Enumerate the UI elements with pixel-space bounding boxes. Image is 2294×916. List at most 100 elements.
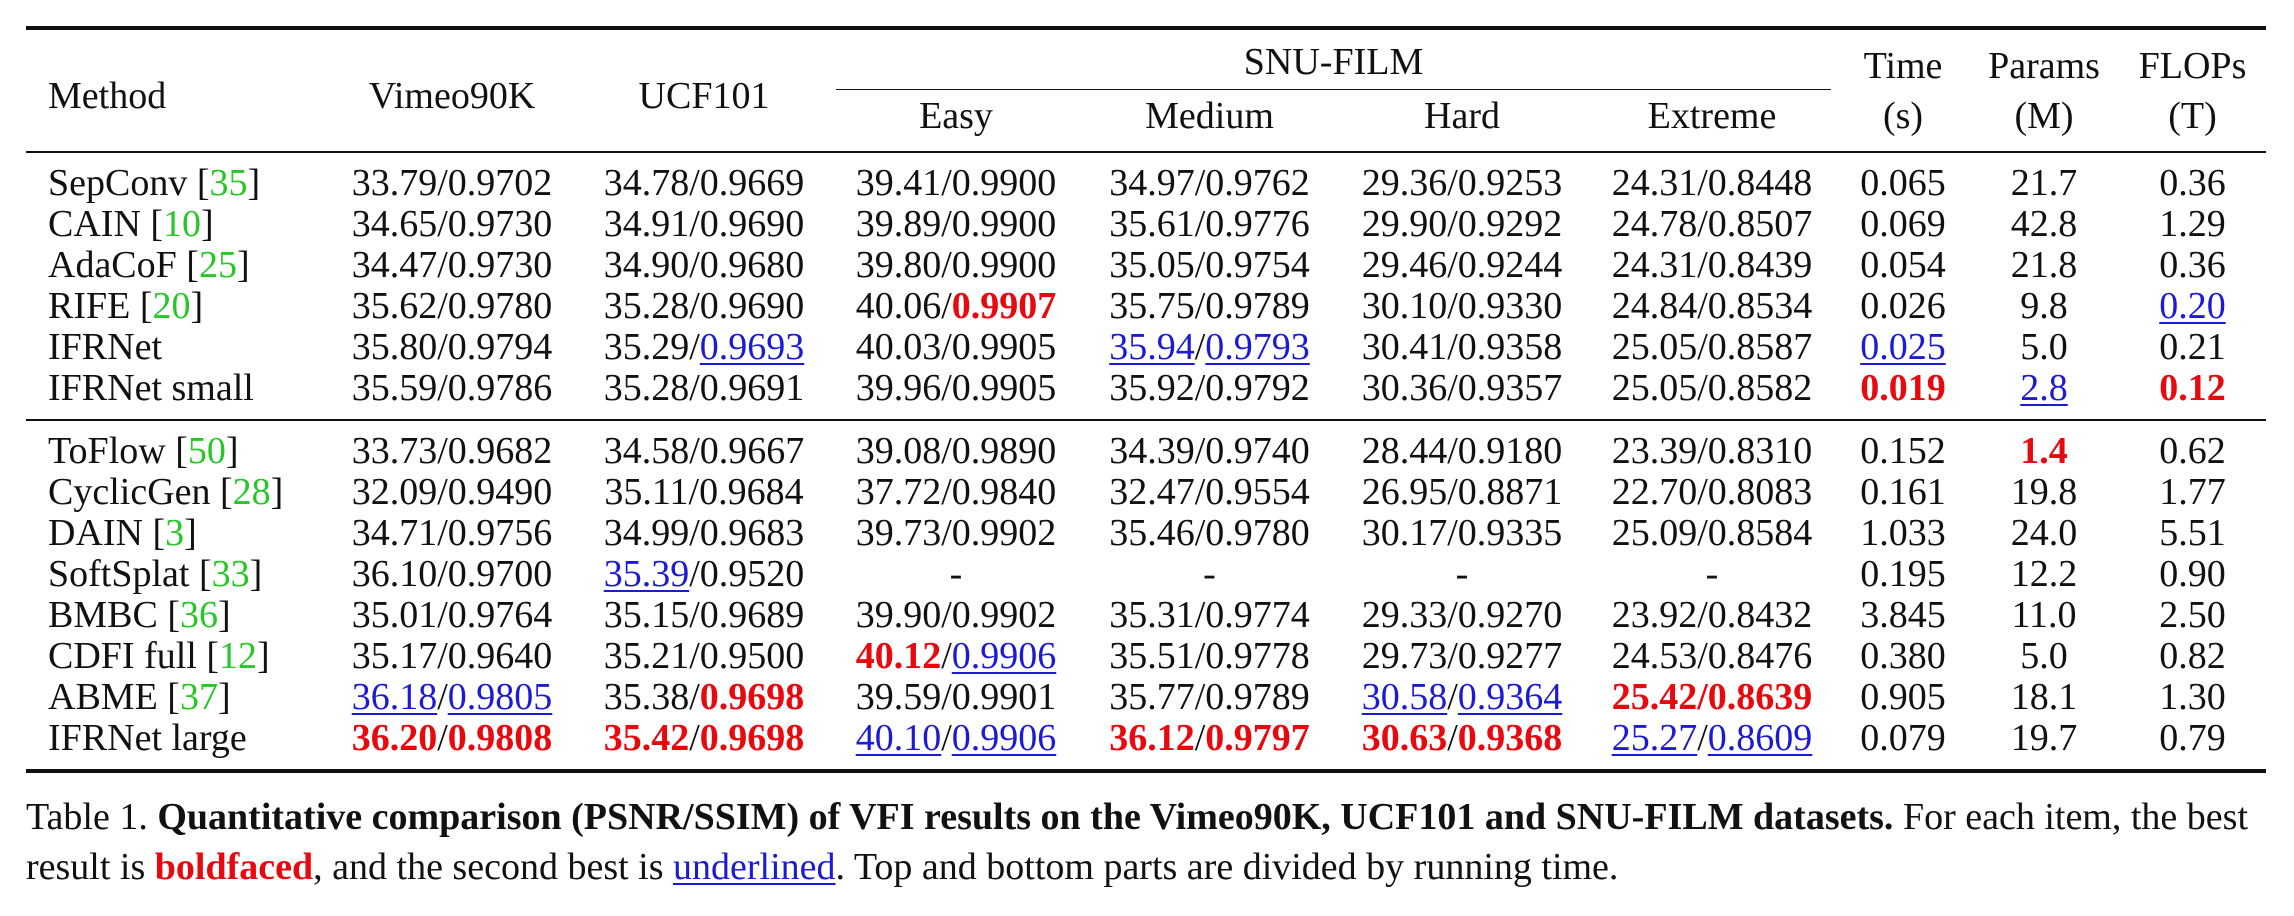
best-value: 1.4 (2020, 430, 2068, 472)
citation-link[interactable]: 10 (163, 203, 202, 245)
metric-cell: 35.59/0.9786 (351, 367, 553, 409)
table-row: ToFlow [50] 33.73/0.9682 34.58/0.9667 39… (26, 419, 2266, 472)
method-name: IFRNet large (48, 717, 247, 759)
metric-cell: 25.05/0.8582 (1611, 367, 1813, 409)
metric-cell: 0.21 (2159, 326, 2226, 368)
metric-cell: 21.8 (2010, 244, 2078, 286)
metric-cell: 39.59/0.9901 (855, 676, 1057, 718)
metric-cell: 40.10/0.9906 (830, 717, 1082, 773)
metric-cell: 12.2 (2010, 553, 2078, 595)
metric-part: 35.38/ (603, 676, 700, 718)
metric-cell: 30.58/0.9364 (1361, 676, 1563, 718)
table-row: SoftSplat [33] 36.10/0.9700 35.39/0.9520… (26, 554, 2266, 595)
citation-link[interactable]: 25 (198, 244, 237, 286)
metric-cell: 35.46/0.9780 (1109, 512, 1310, 554)
metric-cell: 1.4 (1969, 419, 2119, 472)
metric-cell: 24.53/0.8476 (1611, 635, 1813, 677)
metric-cell: 5.51 (2159, 512, 2226, 554)
metric-cell: 40.12/0.9906 (855, 635, 1057, 677)
method-cell: DAIN [3] (48, 512, 197, 554)
table-row: ABME [37] 36.18/0.9805 35.38/0.9698 39.5… (26, 677, 2266, 718)
metric-cell: 0.195 (1860, 553, 1946, 595)
metric-cell: 34.91/0.9690 (603, 203, 805, 245)
caption-boldfaced: boldfaced (154, 846, 314, 888)
second-value: 2.8 (2020, 367, 2068, 409)
citation-link[interactable]: 33 (211, 553, 250, 595)
metric-cell: 34.97/0.9762 (1109, 162, 1310, 204)
method-cell: CDFI full [12] (48, 635, 270, 677)
metric-cell: 34.65/0.9730 (351, 203, 553, 245)
metric-cell: 34.47/0.9730 (351, 244, 553, 286)
metric-cell: 2.50 (2159, 594, 2226, 636)
metric-cell: 35.77/0.9789 (1109, 676, 1310, 718)
metric-cell: 0.62 (2119, 419, 2266, 472)
results-table: Method Vimeo90K UCF101 SNU-FILM Time Par… (26, 26, 2266, 773)
metric-cell: 37.72/0.9840 (855, 471, 1057, 513)
metric-cell: 18.1 (2010, 676, 2078, 718)
best-value: 0.9907 (951, 285, 1057, 327)
second-value: 0.9906 (951, 717, 1057, 759)
metric-cell: 33.79/0.9702 (351, 162, 553, 204)
metric-cell: 1.77 (2159, 471, 2226, 513)
citation-link[interactable]: 28 (232, 471, 271, 513)
caption-underlined: underlined (673, 846, 836, 888)
metric-cell: 34.71/0.9756 (351, 512, 553, 554)
metric-cell: 11.0 (2011, 594, 2077, 636)
metric-cell: 21.7 (2010, 162, 2078, 204)
metric-cell: 34.90/0.9680 (603, 244, 805, 286)
best-value: 25.42 (1611, 676, 1698, 718)
metric-cell: 25.05/0.8587 (1611, 326, 1813, 368)
method-name: IFRNet (48, 326, 162, 368)
citation-link[interactable]: 3 (165, 512, 185, 554)
metric-cell: 0.90 (2159, 553, 2226, 595)
metric-cell: 34.78/0.9669 (603, 162, 805, 204)
citation-link[interactable]: 50 (187, 430, 226, 472)
citation-link[interactable]: 35 (209, 162, 248, 204)
header-extreme: Extreme (1587, 90, 1837, 153)
metric-cell: 39.80/0.9900 (855, 244, 1057, 286)
citation-link[interactable]: 36 (179, 594, 218, 636)
second-value: 40.10 (855, 717, 942, 759)
metric-cell: 39.89/0.9900 (855, 203, 1057, 245)
citation-link[interactable]: 12 (219, 635, 258, 677)
metric-cell: 0.152 (1837, 419, 1969, 472)
metric-cell: 32.09/0.9490 (351, 471, 553, 513)
metric-cell: 30.17/0.9335 (1361, 512, 1563, 554)
second-value: 0.025 (1860, 326, 1946, 368)
table-row: IFRNet large 36.20/0.9808 35.42/0.9698 4… (26, 717, 2266, 773)
metric-cell: 35.29/0.9693 (578, 327, 830, 368)
metric-cell: 30.36/0.9357 (1361, 367, 1563, 409)
method-cell: IFRNet (26, 327, 326, 368)
results-table-wrapper: Method Vimeo90K UCF101 SNU-FILM Time Par… (26, 26, 2266, 773)
best-value: 30.63 (1361, 717, 1448, 759)
metric-cell: 3.845 (1860, 594, 1946, 636)
metric-cell: 24.84/0.8534 (1611, 285, 1813, 327)
method-name: ABME (48, 676, 168, 718)
metric-cell: 0.36 (2159, 244, 2226, 286)
metric-cell: 35.38/0.9698 (578, 677, 830, 718)
citation-link[interactable]: 20 (152, 285, 191, 327)
method-name: RIFE (48, 285, 140, 327)
method-cell: IFRNet small (26, 368, 326, 420)
best-value: 0.019 (1860, 367, 1946, 409)
metric-cell: 22.70/0.8083 (1611, 471, 1813, 513)
metric-cell: 39.90/0.9902 (855, 594, 1057, 636)
table-row: BMBC [36] 35.01/0.9764 35.15/0.9689 39.9… (26, 595, 2266, 636)
method-name: CyclicGen (48, 471, 221, 513)
citation-link[interactable]: 37 (179, 676, 218, 718)
metric-cell: 19.7 (1969, 718, 2119, 773)
metric-cell: 35.61/0.9776 (1109, 203, 1310, 245)
metric-cell: 0.905 (1860, 676, 1946, 718)
best-value: 0.8639 (1707, 676, 1813, 718)
metric-cell: 34.39/0.9740 (1082, 419, 1337, 472)
metric-cell: 35.31/0.9774 (1109, 594, 1310, 636)
header-snu-film: SNU-FILM (830, 28, 1837, 90)
metric-cell: 0.069 (1860, 203, 1946, 245)
metric-cell: 23.39/0.8310 (1587, 419, 1837, 472)
method-name: DAIN (48, 512, 153, 554)
metric-cell: 29.90/0.9292 (1361, 203, 1563, 245)
metric-cell: 9.8 (2020, 285, 2068, 327)
header-flops: FLOPs (2138, 44, 2247, 87)
metric-cell: 1.29 (2159, 203, 2226, 245)
method-cell: IFRNet large (26, 717, 326, 773)
